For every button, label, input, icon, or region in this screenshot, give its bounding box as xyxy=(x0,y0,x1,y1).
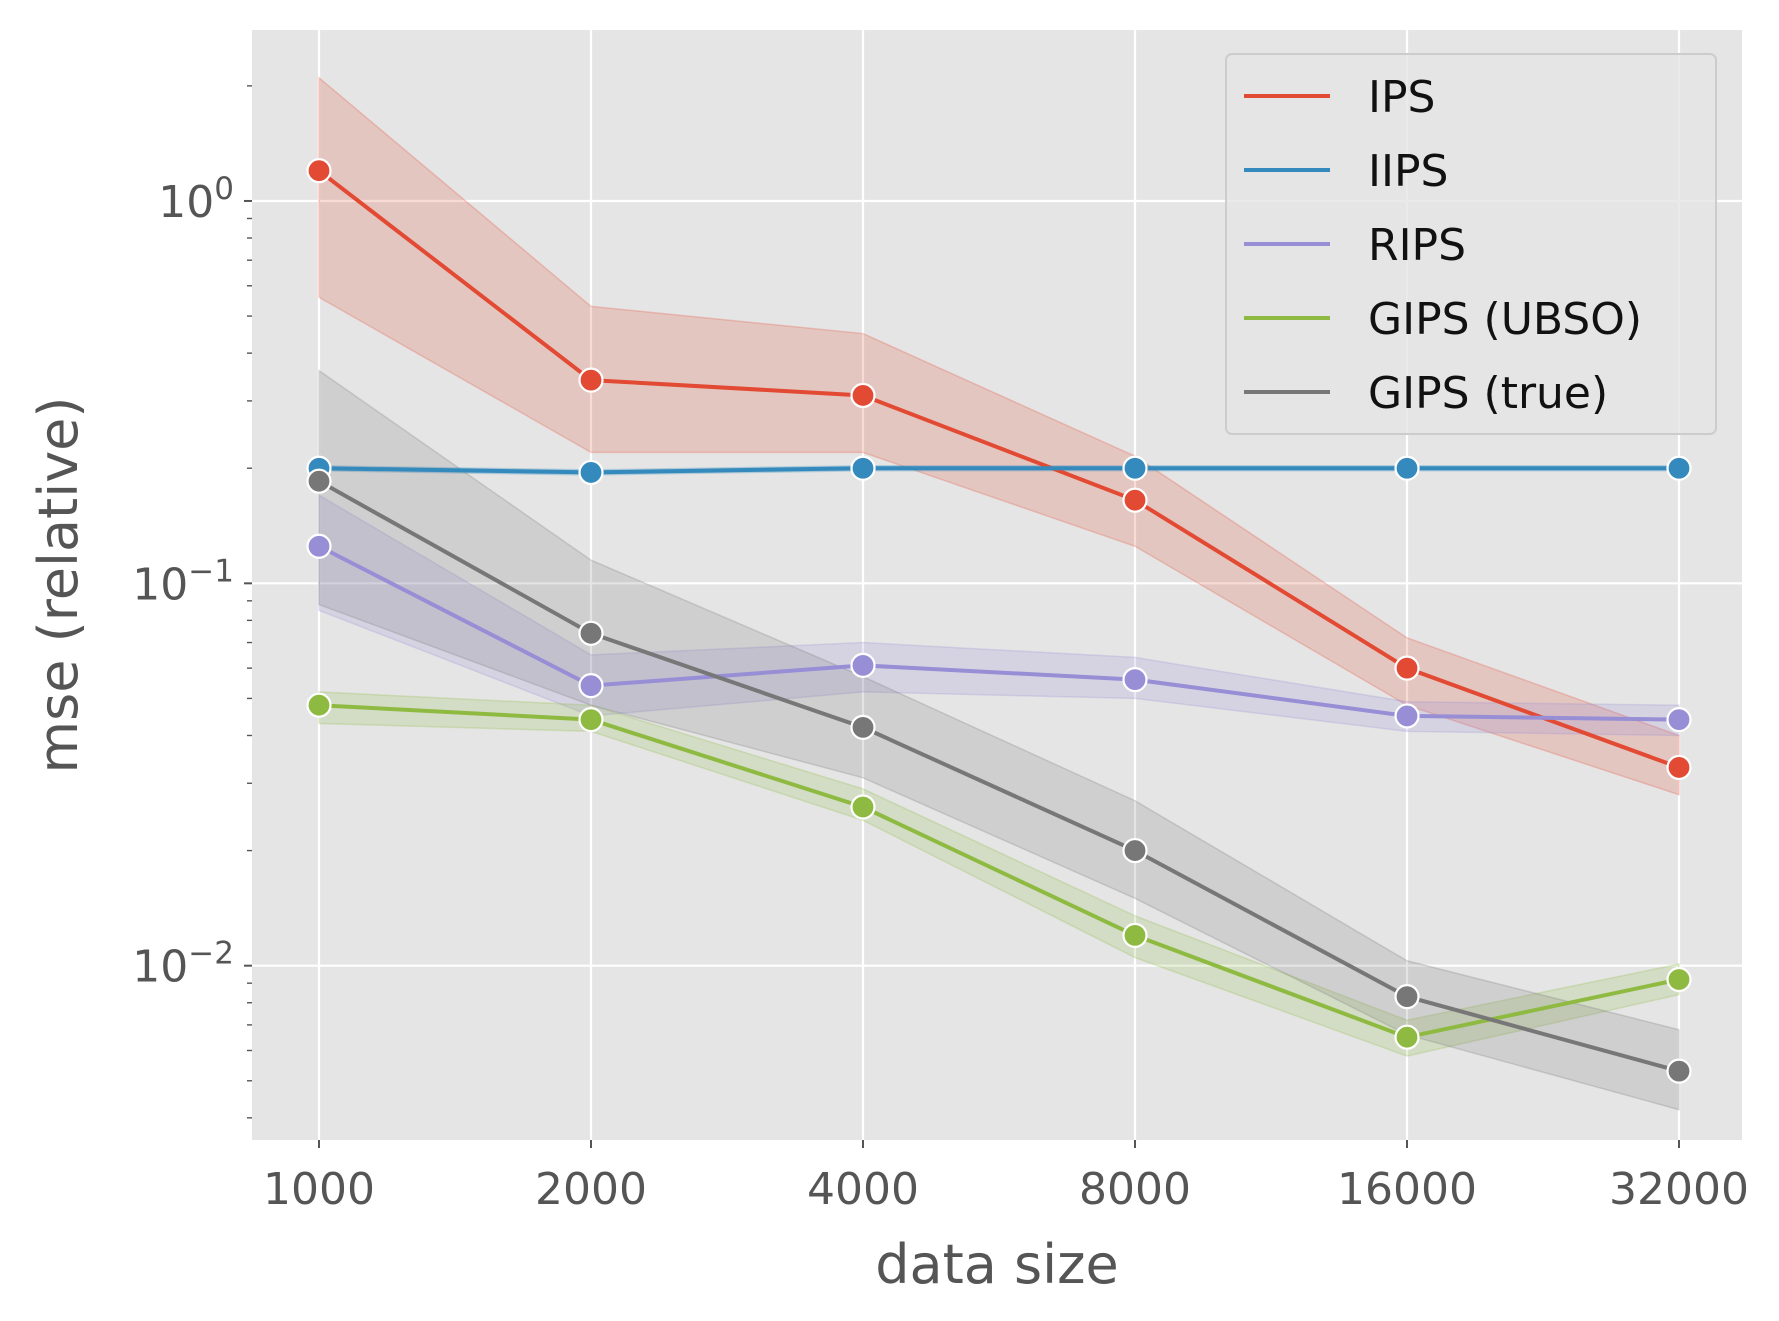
point-ips xyxy=(850,382,876,409)
x-tick-label: 32000 xyxy=(1609,1164,1749,1215)
point-iips xyxy=(578,459,604,486)
legend-label-rips: RIPS xyxy=(1368,220,1466,271)
axis-ticks: 1000 2000 4000 8000 16000 32000 100 10−1 10−2 xyxy=(132,85,1749,1215)
point-gips-ubso xyxy=(1666,966,1692,993)
x-tick-label: 8000 xyxy=(1079,1164,1191,1215)
confidence-bands xyxy=(318,76,1680,1111)
line-gips-true xyxy=(318,479,1680,1074)
point-gips-ubso xyxy=(850,794,876,820)
point-ips xyxy=(1122,487,1148,513)
band-ips xyxy=(318,76,1680,796)
legend-label-gips-true: GIPS (true) xyxy=(1368,368,1608,419)
point-rips xyxy=(1122,667,1148,693)
line-ips xyxy=(317,169,1680,770)
point-ips xyxy=(578,367,604,393)
point-rips xyxy=(578,673,604,699)
legend-label-gips-ubso: GIPS (UBSO) xyxy=(1368,294,1642,345)
series-lines xyxy=(317,169,1680,1074)
series-markers xyxy=(306,158,1692,1084)
point-gips-true xyxy=(1122,837,1148,864)
x-tick-label: 1000 xyxy=(263,1164,375,1215)
point-gips-ubso xyxy=(1122,922,1148,948)
point-gips-ubso xyxy=(306,692,332,718)
y-tick-label: 10−2 xyxy=(132,936,234,993)
point-ips xyxy=(306,158,332,184)
point-iips xyxy=(850,455,876,481)
line-iips xyxy=(318,466,1679,475)
point-gips-true xyxy=(1394,984,1420,1010)
x-tick-label: 2000 xyxy=(535,1164,647,1215)
point-gips-true xyxy=(850,714,876,740)
point-iips xyxy=(1666,455,1692,481)
point-ips xyxy=(1394,655,1420,681)
legend-label-ips: IPS xyxy=(1368,72,1435,123)
point-gips-true xyxy=(306,468,332,494)
x-tick-label: 16000 xyxy=(1337,1164,1477,1215)
y-tick-label: 10−1 xyxy=(132,553,234,610)
x-axis-label: data size xyxy=(875,1233,1119,1296)
y-axis-label: mse (relative) xyxy=(27,397,90,774)
point-rips xyxy=(306,533,332,559)
point-iips xyxy=(1394,455,1420,481)
point-rips xyxy=(1666,707,1692,733)
point-rips xyxy=(850,652,876,679)
point-iips xyxy=(1122,455,1148,481)
legend: IPS IIPS RIPS GIPS (UBSO) GIPS (true) xyxy=(1225,53,1717,435)
point-gips-ubso xyxy=(578,707,604,733)
y-tick-label: 100 xyxy=(158,171,234,228)
point-gips-true xyxy=(578,620,604,646)
line-rips xyxy=(318,544,1680,722)
point-rips xyxy=(1394,703,1420,729)
x-tick-label: 4000 xyxy=(807,1164,919,1215)
legend-box xyxy=(1225,53,1717,435)
line-gips-ubso xyxy=(318,703,1680,1040)
legend-label-iips: IIPS xyxy=(1368,146,1448,197)
point-gips-true xyxy=(1666,1058,1692,1084)
point-ips xyxy=(1666,754,1692,781)
point-gips-ubso xyxy=(1394,1024,1420,1050)
